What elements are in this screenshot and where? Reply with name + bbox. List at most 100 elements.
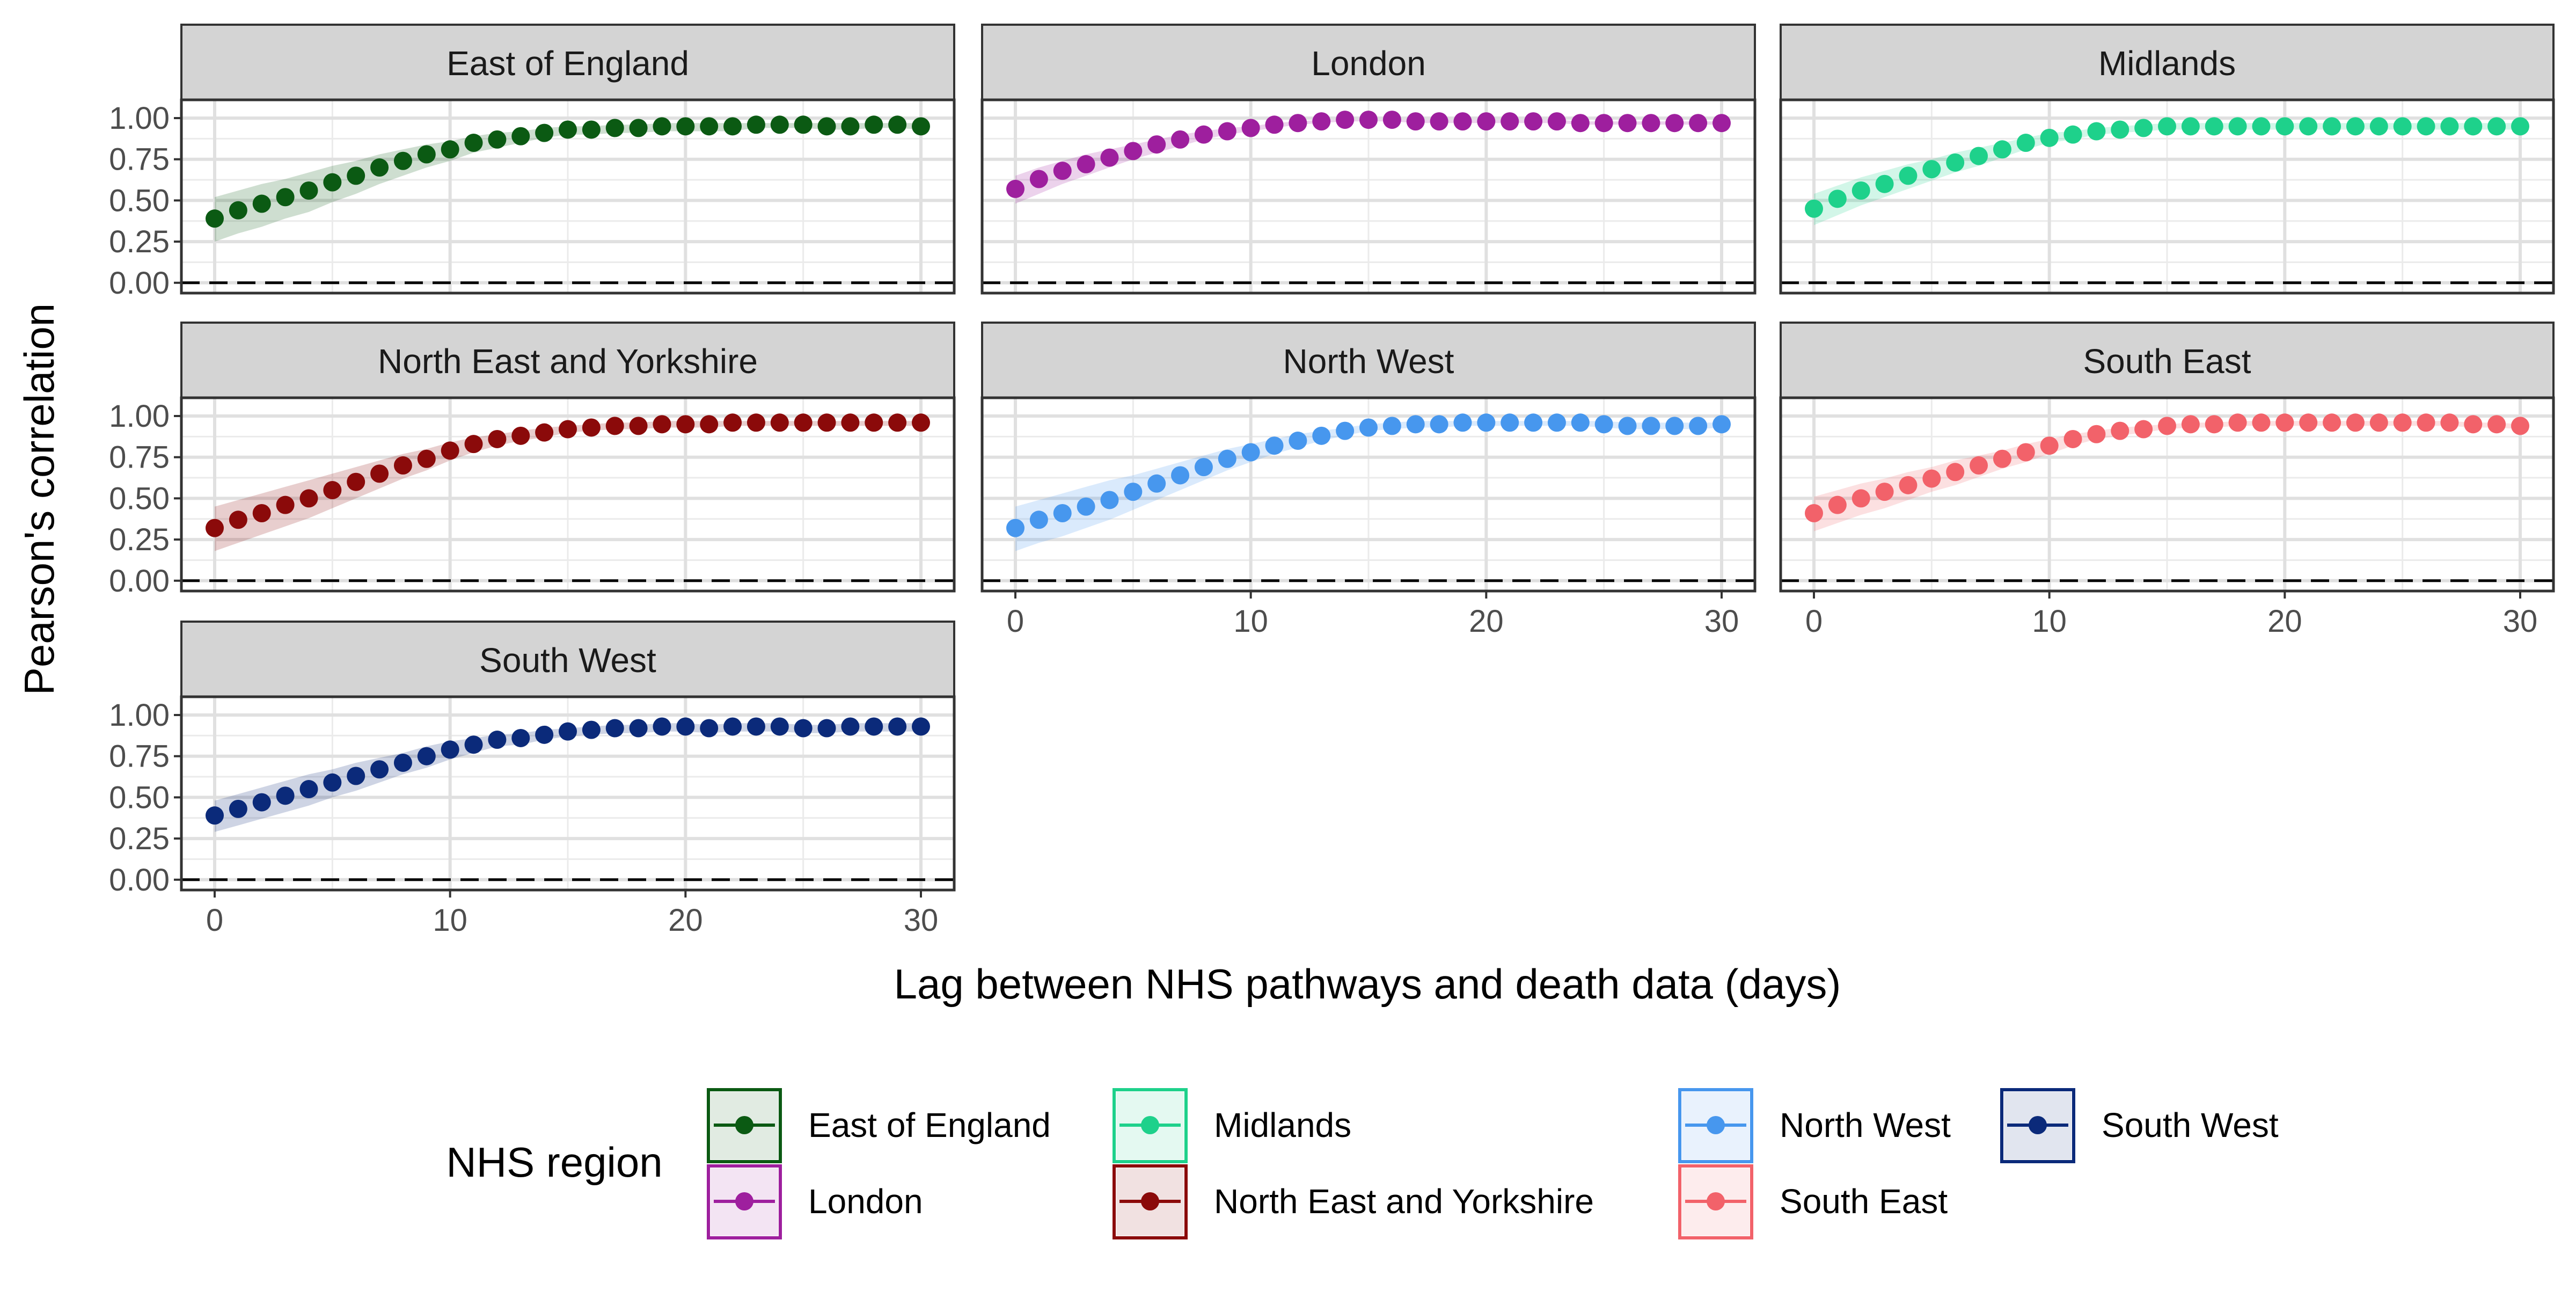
data-point-north-west (1336, 421, 1355, 440)
legend-label-north-west: North West (1780, 1106, 1951, 1144)
legend-label-south-east: South East (1780, 1182, 1948, 1221)
data-point-london (1453, 112, 1472, 131)
data-point-east-of-england (700, 117, 719, 136)
data-point-north-east-and-yorkshire (794, 413, 813, 432)
data-point-south-west (206, 806, 224, 825)
data-point-north-east-and-yorkshire (653, 415, 671, 434)
y-tick-label: 0.25 (109, 821, 170, 856)
data-point-south-east (2111, 421, 2129, 440)
data-point-north-west (1029, 510, 1048, 529)
data-point-north-east-and-yorkshire (770, 413, 789, 432)
data-point-midlands (2487, 117, 2506, 136)
data-point-east-of-england (653, 117, 671, 136)
data-point-london (1218, 122, 1236, 141)
legend-marker-south-west (2029, 1116, 2047, 1134)
data-point-south-west (582, 720, 601, 739)
data-point-south-east (1993, 449, 2011, 468)
confidence-band-midlands (1814, 123, 2520, 225)
data-point-north-east-and-yorkshire (393, 456, 412, 475)
legend-marker-south-east (1707, 1192, 1725, 1210)
x-tick-label: 30 (2503, 604, 2538, 639)
data-point-south-east (2487, 415, 2506, 434)
data-point-north-east-and-yorkshire (488, 429, 507, 448)
facet-strip-east-of-england (180, 24, 955, 101)
data-point-midlands (2205, 117, 2223, 136)
data-point-south-west (676, 717, 695, 736)
data-point-south-east (2440, 413, 2459, 432)
x-tick-label: 30 (904, 903, 939, 938)
facet-strip-south-west (180, 621, 955, 698)
y-tick-label: 0.75 (109, 440, 170, 475)
x-tick-label: 10 (433, 903, 467, 938)
legend-marker-north-east-and-yorkshire (1141, 1192, 1159, 1210)
data-point-north-east-and-yorkshire (629, 417, 648, 435)
data-point-south-west (653, 717, 671, 736)
data-point-london (1006, 179, 1024, 198)
data-point-south-west (888, 717, 907, 736)
y-tick-label: 0.25 (109, 522, 170, 557)
data-point-north-east-and-yorkshire (676, 415, 695, 434)
y-tick-label: 0.50 (109, 183, 170, 218)
data-point-north-east-and-yorkshire (417, 449, 436, 468)
data-point-south-west (865, 717, 883, 736)
data-point-north-east-and-yorkshire (841, 413, 860, 432)
data-point-london (1430, 112, 1448, 131)
data-point-east-of-england (676, 117, 695, 136)
data-point-south-west (276, 786, 295, 805)
data-point-london (1194, 125, 1213, 144)
data-point-midlands (2158, 117, 2176, 136)
data-point-east-of-england (535, 123, 554, 142)
y-tick-label: 1.00 (109, 101, 170, 136)
legend-marker-north-west (1707, 1116, 1725, 1134)
data-point-north-east-and-yorkshire (511, 426, 530, 445)
data-point-south-west (488, 731, 507, 749)
facet-title-east-of-england: East of England (447, 44, 689, 83)
data-point-south-west (417, 747, 436, 765)
data-point-north-west (1665, 417, 1684, 435)
data-point-south-west (511, 728, 530, 747)
data-point-north-west (1689, 417, 1708, 435)
data-point-london (1689, 114, 1708, 133)
data-point-south-west (347, 767, 365, 785)
data-point-north-east-and-yorkshire (535, 423, 554, 442)
data-point-north-west (1077, 497, 1095, 516)
x-tick-label: 10 (1233, 604, 1268, 639)
confidence-band-east-of-england (215, 123, 921, 242)
data-point-london (1241, 119, 1260, 137)
x-tick-label: 20 (2267, 604, 2302, 639)
data-point-midlands (2440, 117, 2459, 136)
y-tick-label: 0.25 (109, 224, 170, 259)
data-point-east-of-england (299, 181, 318, 200)
data-point-east-of-england (582, 120, 601, 139)
data-point-midlands (2299, 117, 2318, 136)
legend-label-london: London (808, 1182, 923, 1221)
data-point-london (1618, 114, 1637, 133)
data-point-south-east (1851, 489, 1870, 508)
data-point-south-west (794, 719, 813, 738)
data-point-south-east (2299, 413, 2318, 432)
data-point-east-of-england (323, 173, 342, 192)
data-point-midlands (1922, 160, 1941, 179)
data-point-london (1312, 112, 1331, 131)
data-point-north-east-and-yorkshire (605, 417, 624, 435)
data-point-midlands (2181, 117, 2200, 136)
legend-label-east-of-england: East of England (808, 1106, 1051, 1144)
data-point-north-west (1289, 432, 1307, 450)
data-point-midlands (2275, 117, 2294, 136)
data-point-london (1029, 170, 1048, 188)
data-point-south-east (2228, 413, 2247, 432)
legend-label-south-west: South West (2102, 1106, 2279, 1144)
panel-border-south-east (1779, 396, 2555, 593)
data-point-london (1524, 112, 1543, 131)
data-point-midlands (2087, 122, 2106, 141)
data-point-london (1100, 148, 1119, 167)
x-axis-title: Lag between NHS pathways and death data … (894, 960, 1841, 1008)
data-point-north-east-and-yorkshire (723, 413, 742, 432)
x-tick-label: 0 (1007, 604, 1024, 639)
data-point-east-of-england (912, 117, 930, 136)
data-point-midlands (2323, 117, 2341, 136)
data-point-south-west (464, 735, 483, 754)
data-point-south-west (747, 717, 765, 736)
data-point-south-east (1970, 456, 1988, 475)
data-point-north-east-and-yorkshire (370, 464, 389, 483)
